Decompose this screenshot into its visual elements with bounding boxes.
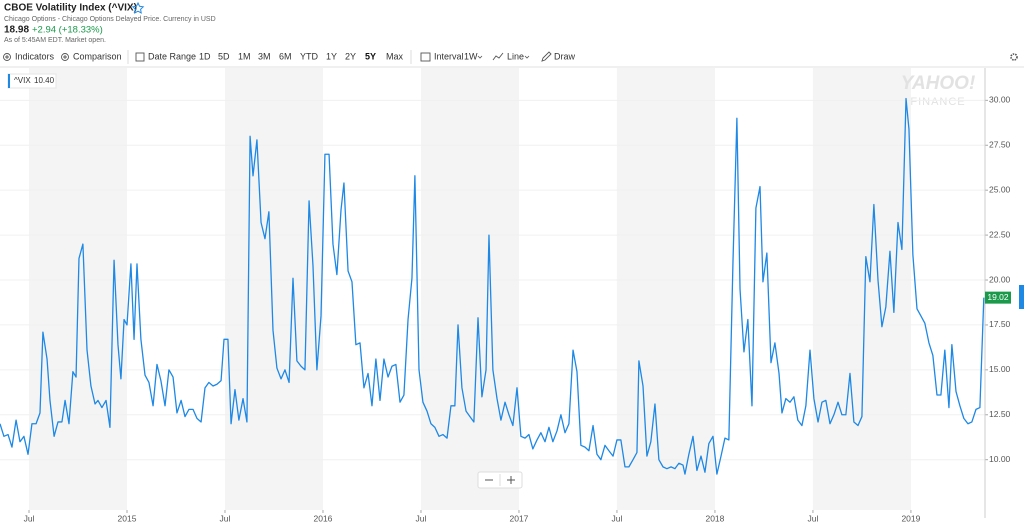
indicators-icon xyxy=(3,53,11,61)
legend-name: ^VIX xyxy=(14,76,31,85)
y-tick-label: 15.00 xyxy=(989,364,1011,374)
x-tick-label: 2016 xyxy=(314,513,333,523)
calendar-icon xyxy=(135,52,145,62)
period-shade xyxy=(224,68,323,510)
watermark: YAHOO! xyxy=(901,73,976,94)
date-range-button[interactable]: Date Range xyxy=(148,51,196,61)
dropdown-caret xyxy=(524,55,530,59)
y-tick-label: 27.50 xyxy=(989,140,1011,150)
range-button[interactable]: 5Y xyxy=(365,51,376,61)
dropdown-caret xyxy=(477,55,483,59)
x-tick-label: Jul xyxy=(220,513,231,523)
interval-button[interactable]: Interval xyxy=(434,51,464,61)
legend-value: 10.40 xyxy=(34,76,55,85)
settings-icon[interactable] xyxy=(1010,53,1018,61)
indicators-button[interactable]: Indicators xyxy=(15,51,55,61)
current-tag-label: 19.02 xyxy=(987,292,1009,302)
quote-price: 18.98 xyxy=(4,25,29,36)
y-tick-label: 22.50 xyxy=(989,229,1011,239)
y-tick-label: 30.00 xyxy=(989,95,1011,105)
quote-subtitle: Chicago Options - Chicago Options Delaye… xyxy=(4,16,216,23)
quote-time: As of 5:45AM EDT. Market open. xyxy=(4,37,106,44)
comparison-button[interactable]: Comparison xyxy=(73,51,122,61)
draw-button[interactable]: Draw xyxy=(554,51,576,61)
x-tick-label: Jul xyxy=(807,513,818,523)
x-tick-label: 2017 xyxy=(509,513,528,523)
zoom-in[interactable] xyxy=(507,476,515,484)
y-tick-label: 20.00 xyxy=(989,274,1011,284)
price-line xyxy=(0,97,985,475)
period-shade xyxy=(812,68,911,510)
x-tick-label: 2019 xyxy=(901,513,920,523)
x-tick-label: 2015 xyxy=(118,513,137,523)
range-button[interactable]: 6M xyxy=(279,51,292,61)
range-button[interactable]: 3M xyxy=(258,51,271,61)
line-button[interactable]: Line xyxy=(507,51,524,61)
draw-icon xyxy=(541,51,552,62)
current-tag xyxy=(985,291,1011,304)
range-button[interactable]: 1Y xyxy=(326,51,337,61)
range-button[interactable]: 2Y xyxy=(345,51,356,61)
plot: YAHOO! FINANCE 10.00 12.50 15.00 17.50 20.00 22… xyxy=(0,68,1011,523)
range-button[interactable]: 1M xyxy=(238,51,251,61)
range-button[interactable]: 5D xyxy=(218,51,230,61)
range-button[interactable]: 1D xyxy=(199,51,211,61)
quote-change: +2.94 (+18.33%) xyxy=(32,25,103,36)
y-tick-label: 10.00 xyxy=(989,454,1011,464)
side-tab[interactable] xyxy=(1019,285,1024,309)
line-icon xyxy=(492,52,504,61)
quote-title: CBOE Volatility Index (^VIX) xyxy=(4,3,137,14)
comparison-icon xyxy=(61,53,69,61)
range-button[interactable]: Max xyxy=(386,51,404,61)
y-tick-label: 12.50 xyxy=(989,409,1011,419)
interval-value[interactable]: 1W xyxy=(464,51,478,61)
y-tick-label: 17.50 xyxy=(989,319,1011,329)
x-tick-label: 2018 xyxy=(705,513,724,523)
period-shade xyxy=(420,68,519,510)
range-buttons: 1D 5D 1M 3M 6M YTD 1Y 2Y 5Y Max xyxy=(199,51,404,61)
x-tick-label: Jul xyxy=(612,513,623,523)
y-tick-label: 25.00 xyxy=(989,184,1011,194)
comparison-icon xyxy=(63,55,67,59)
indicators-icon xyxy=(5,55,9,59)
watchlist-star[interactable] xyxy=(131,1,145,14)
legend-swatch xyxy=(8,74,10,88)
x-tick-label: Jul xyxy=(416,513,427,523)
interval-icon xyxy=(420,52,431,62)
range-button[interactable]: YTD xyxy=(300,51,319,61)
period-shade xyxy=(616,68,715,510)
watermark: FINANCE xyxy=(910,96,965,108)
x-tick-label: Jul xyxy=(24,513,35,523)
